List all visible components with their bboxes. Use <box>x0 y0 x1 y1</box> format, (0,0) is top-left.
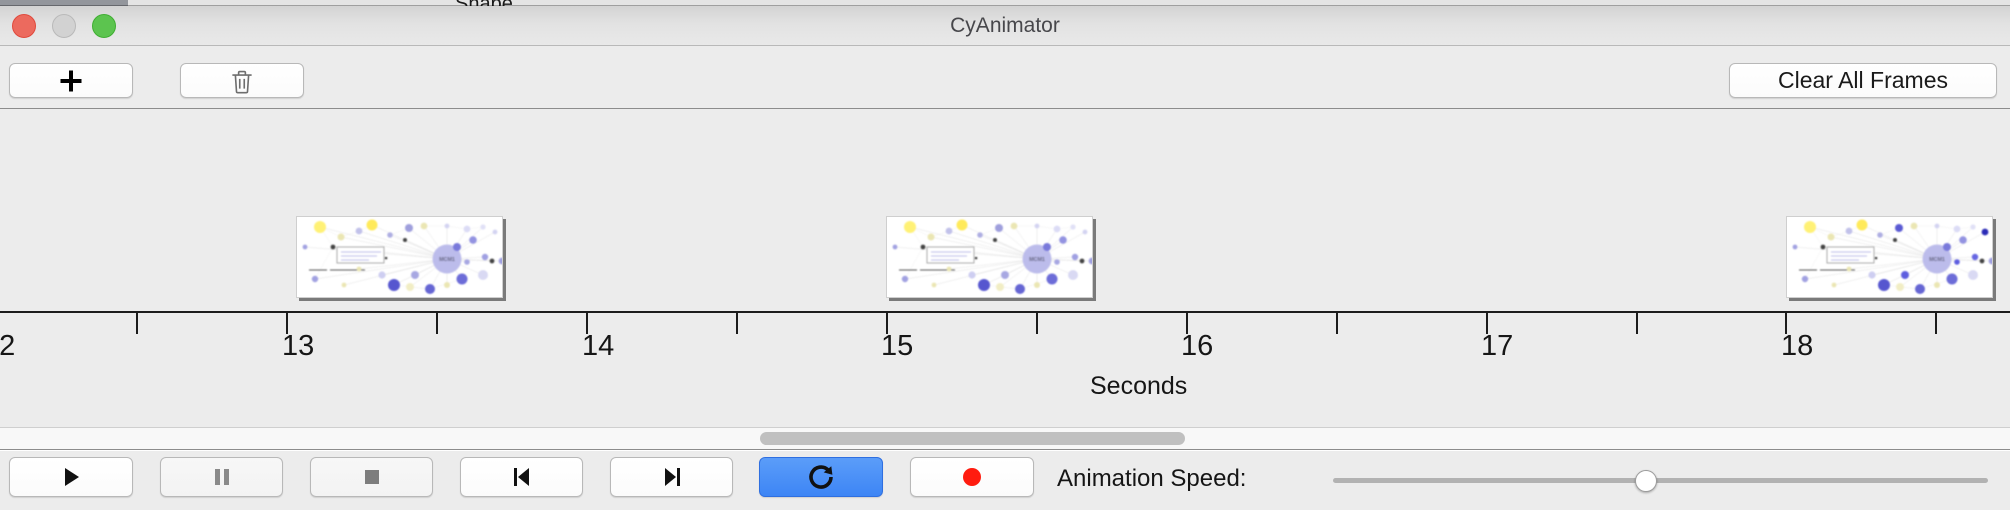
svg-text:MCM1: MCM1 <box>439 257 455 263</box>
svg-text:MCM1: MCM1 <box>1929 257 1945 263</box>
svg-text:MCM1: MCM1 <box>1029 257 1045 263</box>
